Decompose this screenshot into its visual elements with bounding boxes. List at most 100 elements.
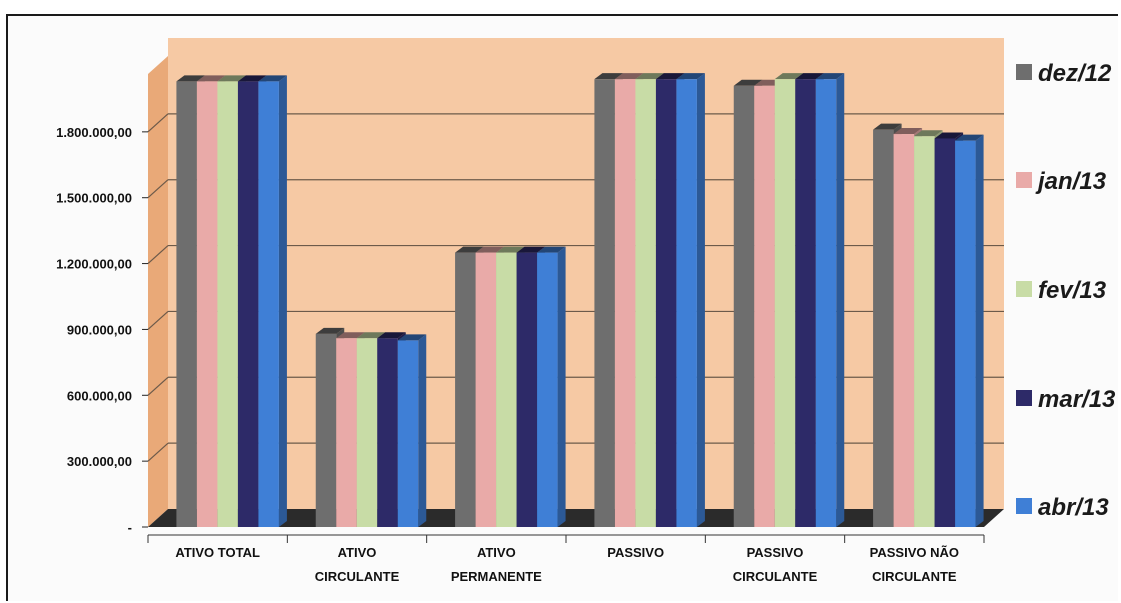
bar-top-fev/13 — [914, 130, 943, 137]
bar-fev/13 — [356, 338, 378, 527]
bar-abr/13 — [955, 140, 976, 527]
bar-abr/13 — [537, 252, 558, 527]
bar-jan/13 — [196, 81, 218, 527]
gridline-side — [147, 442, 169, 462]
gridline-side — [147, 113, 169, 133]
bar-fev/13 — [217, 81, 238, 527]
bar-mar/13 — [655, 79, 677, 528]
bar-fev/13 — [635, 79, 656, 528]
y-tick-label: 1.800.000,00 — [56, 125, 132, 140]
bar-top-fev/13 — [496, 246, 525, 253]
bar-top-abr/13 — [397, 334, 427, 341]
bar-side-abr/13 — [975, 134, 984, 527]
bar-abr/13 — [397, 340, 419, 527]
legend-label: mar/13 — [1038, 386, 1116, 413]
bar-top-jan/13 — [475, 246, 505, 253]
bar-jan/13 — [754, 85, 775, 527]
bar-top-jan/13 — [196, 75, 226, 82]
bar-top-dez/12 — [873, 123, 902, 130]
x-tick-label: CIRCULANTE — [733, 569, 818, 584]
bar-top-abr/13 — [676, 73, 705, 80]
legend-label: dez/12 — [1038, 60, 1112, 87]
bar-top-mar/13 — [795, 73, 824, 80]
x-tick-label: CIRCULANTE — [315, 569, 400, 584]
x-tick-label: CIRCULANTE — [872, 569, 957, 584]
x-tick-label: ATIVO TOTAL — [175, 545, 260, 560]
bar-top-fev/13 — [217, 75, 246, 82]
y-tick-label: 1.200.000,00 — [56, 257, 132, 272]
x-tick-label: PERMANENTE — [451, 569, 542, 584]
bar-dez/12 — [594, 79, 615, 528]
bar-mar/13 — [377, 338, 398, 527]
bar-abr/13 — [258, 81, 279, 527]
bar-top-dez/12 — [176, 75, 205, 82]
bar-top-jan/13 — [336, 332, 365, 339]
bar-dez/12 — [733, 85, 755, 527]
y-tick-label: 600.000,00 — [67, 388, 132, 403]
bar-top-abr/13 — [258, 75, 287, 82]
bar-mar/13 — [237, 81, 259, 527]
bar-jan/13 — [893, 134, 915, 528]
bar-dez/12 — [455, 252, 476, 527]
bar-abr/13 — [676, 79, 697, 528]
bar-top-jan/13 — [614, 73, 644, 80]
bar-dez/12 — [176, 81, 197, 527]
x-tick-label: PASSIVO — [607, 545, 664, 560]
legend-swatch — [1016, 64, 1032, 80]
bar-mar/13 — [934, 138, 956, 527]
legend-label: jan/13 — [1035, 168, 1107, 195]
y-tick-label: 900.000,00 — [67, 322, 132, 337]
bar-top-mar/13 — [237, 75, 267, 82]
plot-back-wall — [168, 38, 1004, 509]
gridline-side — [147, 310, 169, 330]
bar-top-jan/13 — [893, 128, 923, 135]
bar-top-mar/13 — [377, 332, 406, 339]
x-tick-label: PASSIVO — [747, 545, 804, 560]
bar-dez/12 — [315, 333, 337, 527]
bar-jan/13 — [614, 79, 636, 528]
bar-top-abr/13 — [815, 73, 845, 80]
y-tick-label: - — [128, 520, 132, 535]
bar-mar/13 — [795, 79, 816, 528]
bar-side-abr/13 — [278, 75, 287, 527]
legend-swatch — [1016, 390, 1032, 406]
bar-side-abr/13 — [836, 73, 845, 528]
x-tick-label: ATIVO — [477, 545, 516, 560]
bar-top-mar/13 — [934, 132, 964, 139]
bar-jan/13 — [475, 252, 497, 527]
bar-side-abr/13 — [418, 334, 427, 527]
plot-side-wall — [148, 56, 168, 527]
bar-top-fev/13 — [635, 73, 664, 80]
bar-top-dez/12 — [594, 73, 623, 80]
bar-side-abr/13 — [557, 246, 566, 527]
y-tick-label: 300.000,00 — [67, 454, 132, 469]
legend-label: abr/13 — [1038, 494, 1109, 521]
legend-label: fev/13 — [1038, 277, 1107, 304]
bar-top-fev/13 — [774, 73, 804, 80]
bar-side-abr/13 — [696, 73, 705, 528]
bar-mar/13 — [516, 252, 538, 527]
x-tick-label: PASSIVO NÃO — [870, 545, 959, 560]
bar-top-abr/13 — [537, 246, 566, 253]
bar-top-abr/13 — [955, 134, 984, 141]
bar-dez/12 — [873, 129, 894, 527]
bar-fev/13 — [914, 136, 935, 527]
bar-top-dez/12 — [733, 79, 763, 86]
bar-top-mar/13 — [516, 246, 546, 253]
legend-swatch — [1016, 172, 1032, 188]
gridline-side — [147, 245, 169, 265]
bar-top-fev/13 — [356, 332, 386, 339]
legend-swatch — [1016, 281, 1032, 297]
bar-top-mar/13 — [655, 73, 685, 80]
legend-swatch — [1016, 498, 1032, 514]
bar-top-dez/12 — [455, 246, 484, 253]
bar-fev/13 — [774, 79, 796, 528]
bar-fev/13 — [496, 252, 517, 527]
gridline-side — [147, 179, 169, 199]
y-tick-label: 1.500.000,00 — [56, 191, 132, 206]
bar-jan/13 — [336, 338, 357, 527]
bar-top-dez/12 — [315, 327, 345, 334]
x-tick-label: ATIVO — [338, 545, 377, 560]
